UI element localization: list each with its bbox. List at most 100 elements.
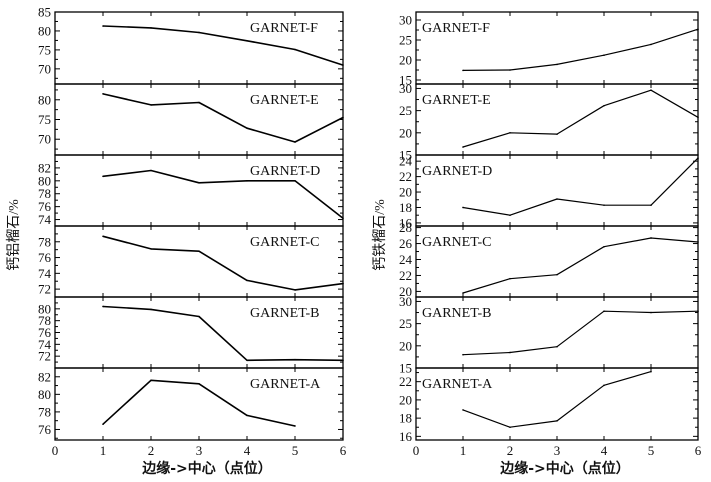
panel-label-garnet-d: GARNET-D [422,164,492,179]
y-tick-label: 78 [38,186,51,201]
data-point [650,370,652,373]
data-point [342,282,344,285]
data-point [294,425,296,427]
data-point [650,311,652,314]
x-tick-label: 2 [148,443,155,458]
data-point [509,69,511,71]
x-tick-label: 0 [52,443,59,458]
y-tick-label: 15 [399,361,412,376]
data-point [198,250,200,253]
panel-label-garnet-e: GARNET-E [422,93,491,108]
data-point [198,101,200,104]
y-tick-label: 78 [38,313,51,328]
data-point [603,384,605,387]
x-tick-label: 6 [340,443,347,458]
y-tick-label: 70 [38,132,51,147]
data-point [509,426,511,429]
data-point [650,204,652,206]
panel-label-garnet-f: GARNET-F [422,21,490,36]
series-line-garnet-b [462,310,699,356]
y-tick-label: 70 [38,61,51,76]
y-tick-label: 22 [399,268,412,283]
data-point [509,214,511,216]
y-tick-label: 75 [38,42,51,57]
panel-label-garnet-d: GARNET-D [250,164,320,179]
data-point [246,414,248,417]
data-point [198,315,200,318]
data-point [102,305,104,308]
data-point [603,104,605,107]
data-point [697,241,699,243]
panel-label-garnet-c: GARNET-C [422,235,492,250]
y-tick-label: 28 [399,220,412,235]
y-axis-title: 钙铁榴石/% [372,199,388,271]
panel-label-garnet-e: GARNET-E [250,93,319,108]
data-point [556,63,558,66]
data-point [509,277,511,280]
data-point [246,279,248,282]
data-point [246,359,248,362]
panel-label-garnet-a: GARNET-A [422,377,493,392]
data-point [603,310,605,313]
data-point [697,116,699,119]
data-point [294,289,296,291]
data-point [102,175,104,178]
x-tick-label: 4 [244,443,251,458]
x-tick-label: 4 [601,443,608,458]
y-tick-label: 80 [38,301,51,316]
data-point [556,273,558,276]
data-point [462,353,464,356]
y-tick-label: 20 [399,125,412,140]
y-tick-label: 20 [399,338,412,353]
y-tick-label: 82 [38,369,51,384]
data-point [150,169,152,172]
series-line-garnet-c [462,237,699,294]
y-tick-label: 20 [399,392,412,407]
y-tick-label: 20 [399,53,412,68]
data-point [462,69,464,72]
data-point [462,146,464,148]
data-point [294,180,296,182]
series-line-garnet-f [102,25,344,66]
x-tick-label: 1 [460,443,467,458]
y-tick-label: 72 [38,349,51,364]
y-tick-label: 80 [38,92,51,107]
data-point [198,31,200,34]
data-point [150,379,152,382]
data-point [102,93,104,95]
data-point [246,180,248,182]
panel-label-garnet-b: GARNET-B [422,306,492,321]
y-tick-label: 22 [399,374,412,389]
series-line-garnet-d [462,157,699,216]
x-axis-title: 边缘->中心（点位） [499,460,630,477]
data-point [150,104,152,106]
y-axis-title: 钙铝榴石/% [6,199,22,271]
panel-label-garnet-f: GARNET-F [250,21,318,36]
y-tick-label: 72 [38,282,51,297]
series-line-garnet-e [102,93,344,143]
series-line-garnet-d [102,169,344,219]
series-line-garnet-f [462,28,699,71]
data-point [556,420,558,422]
data-point [697,157,699,159]
y-tick-label: 25 [399,316,412,331]
data-point [650,43,652,46]
data-point [150,248,152,250]
y-tick-label: 15 [399,148,412,163]
y-tick-label: 78 [38,234,51,249]
data-point [342,64,344,66]
x-tick-label: 5 [648,443,655,458]
data-point [509,351,511,354]
data-point [198,383,200,385]
y-tick-label: 16 [399,215,413,230]
data-point [556,133,558,135]
y-tick-label: 30 [399,81,412,96]
y-tick-label: 26 [399,236,413,251]
data-point [246,40,248,42]
data-point [342,359,344,362]
x-tick-label: 2 [507,443,514,458]
data-point [102,235,104,238]
data-point [603,54,605,56]
